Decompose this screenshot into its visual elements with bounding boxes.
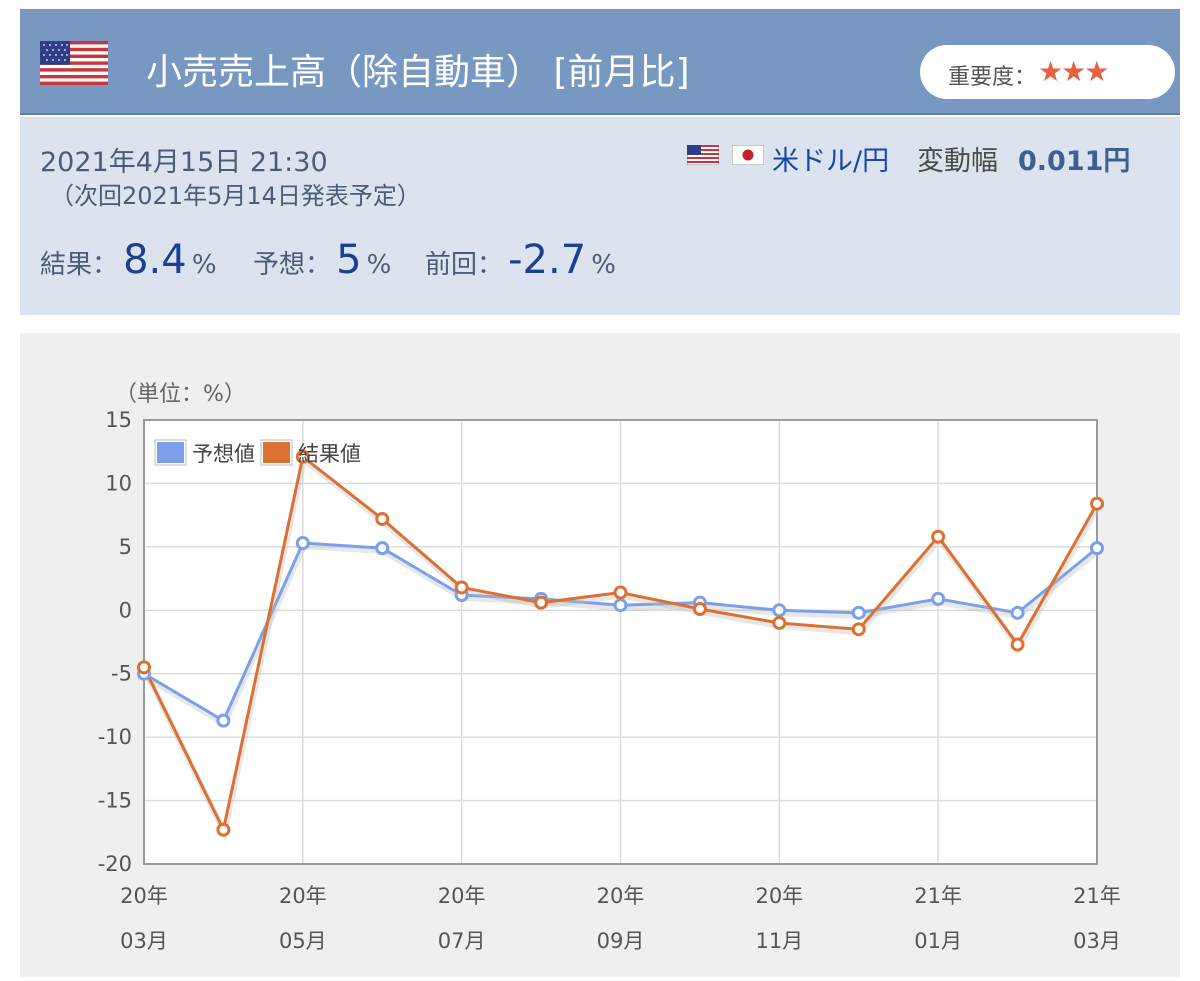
- data-point-forecast: [931, 591, 946, 606]
- unit-label: （単位：%）: [115, 382, 246, 407]
- currency-pair-link[interactable]: 米ドル/円: [772, 146, 890, 177]
- line-chart: 15 10 5 0 -5 -10 -15 -20 20年 03月 20年 05月 20年 07月 20年 09…: [98, 382, 1121, 953]
- data-point-forecast: [1010, 605, 1025, 620]
- result-value: 8.4: [123, 237, 187, 283]
- previous-label: 前回：: [425, 250, 504, 280]
- data-point-result: [137, 660, 151, 675]
- y-tick-label: -10: [98, 725, 132, 749]
- japan-flag-icon: [732, 144, 765, 165]
- legend-swatch-border: [154, 439, 187, 466]
- data-point-forecast: [851, 605, 866, 620]
- importance-badge: 重要度： ★★★: [920, 45, 1175, 99]
- y-tick-label: 10: [105, 471, 132, 495]
- x-tick-label-year: 20年: [755, 884, 803, 908]
- data-point-result: [1090, 496, 1104, 511]
- data-point-result: [851, 622, 866, 637]
- plot-frame: [143, 419, 1098, 865]
- data-point-result: [375, 511, 390, 526]
- x-tick-label-year: 20年: [597, 884, 645, 908]
- x-tick-label-year: 20年: [438, 884, 486, 908]
- x-tick-label-year: 20年: [120, 884, 168, 908]
- data-point-forecast: [295, 536, 310, 551]
- legend-swatch: [261, 440, 292, 465]
- legend-swatch: [155, 440, 186, 465]
- data-point-forecast: [375, 541, 390, 556]
- data-point-result: [216, 822, 231, 837]
- indicator-header: 小売売上高（除自動車） [前月比] 重要度： ★★★: [20, 9, 1180, 115]
- legend-label: 予想値: [192, 442, 255, 466]
- data-point-result: [772, 615, 787, 630]
- y-tick-label: -20: [98, 852, 132, 876]
- x-tick-label-year: 21年: [914, 884, 962, 908]
- data-point-forecast: [1090, 541, 1104, 556]
- data-point-forecast: [216, 713, 231, 728]
- data-point-result: [692, 602, 707, 617]
- result-stat: 結果： 8.4 %: [40, 237, 217, 287]
- importance-label: 重要度：: [948, 65, 1037, 90]
- forecast-unit: %: [366, 250, 392, 280]
- data-point-result: [454, 580, 469, 595]
- change-label: 変動幅: [917, 146, 998, 177]
- data-point-result: [534, 595, 549, 610]
- data-point-result: [613, 585, 628, 600]
- previous-stat: 前回： -2.7 %: [425, 237, 616, 287]
- us-flag-icon: [40, 41, 108, 85]
- forecast-stat: 予想： 5 %: [253, 237, 391, 287]
- data-point-result: [295, 449, 310, 464]
- x-tick-label-year: 20年: [279, 884, 327, 908]
- y-tick-label: -5: [111, 662, 132, 686]
- x-tick-label-month: 03月: [1073, 929, 1121, 953]
- data-point-forecast: [613, 598, 628, 613]
- release-info-panel: 2021年4月15日 21:30 （次回2021年5月14日発表予定） 米ドル/…: [20, 117, 1180, 315]
- forecast-value: 5: [336, 237, 362, 283]
- previous-unit: %: [591, 250, 616, 280]
- x-tick-label-month: 03月: [120, 929, 168, 953]
- result-label: 結果：: [40, 250, 119, 280]
- currency-pair-flags: [687, 144, 765, 165]
- next-release: （次回2021年5月14日発表予定）: [50, 182, 421, 210]
- data-point-result: [931, 529, 946, 544]
- x-tick-label-month: 01月: [914, 929, 962, 953]
- y-tick-label: -15: [98, 789, 132, 813]
- y-tick-label: 5: [119, 535, 132, 559]
- importance-stars-icon: ★★★: [1038, 55, 1109, 88]
- indicator-title: 小売売上高（除自動車） [前月比]: [146, 52, 690, 93]
- x-tick-label-month: 05月: [279, 929, 327, 953]
- x-tick-label-month: 11月: [755, 929, 803, 953]
- change-value: 0.011円: [1018, 146, 1131, 177]
- previous-value: -2.7: [508, 237, 587, 283]
- legend-label: 結果値: [298, 442, 361, 466]
- x-tick-label-year: 21年: [1073, 884, 1121, 908]
- result-unit: %: [191, 250, 217, 280]
- release-datetime: 2021年4月15日 21:30: [40, 147, 328, 178]
- data-point-result: [1010, 637, 1025, 652]
- x-tick-label-month: 07月: [438, 929, 486, 953]
- y-tick-label: 15: [105, 408, 132, 432]
- forecast-label: 予想：: [253, 250, 332, 280]
- x-tick-label-month: 09月: [597, 929, 645, 953]
- us-flag-icon: [687, 144, 719, 165]
- chart-panel: 15 10 5 0 -5 -10 -15 -20 20年 03月 20年 05月 20年 07月 20年 09…: [20, 333, 1180, 977]
- data-point-forecast: [772, 603, 787, 618]
- y-tick-label: 0: [119, 598, 132, 622]
- legend-swatch-border: [260, 439, 293, 466]
